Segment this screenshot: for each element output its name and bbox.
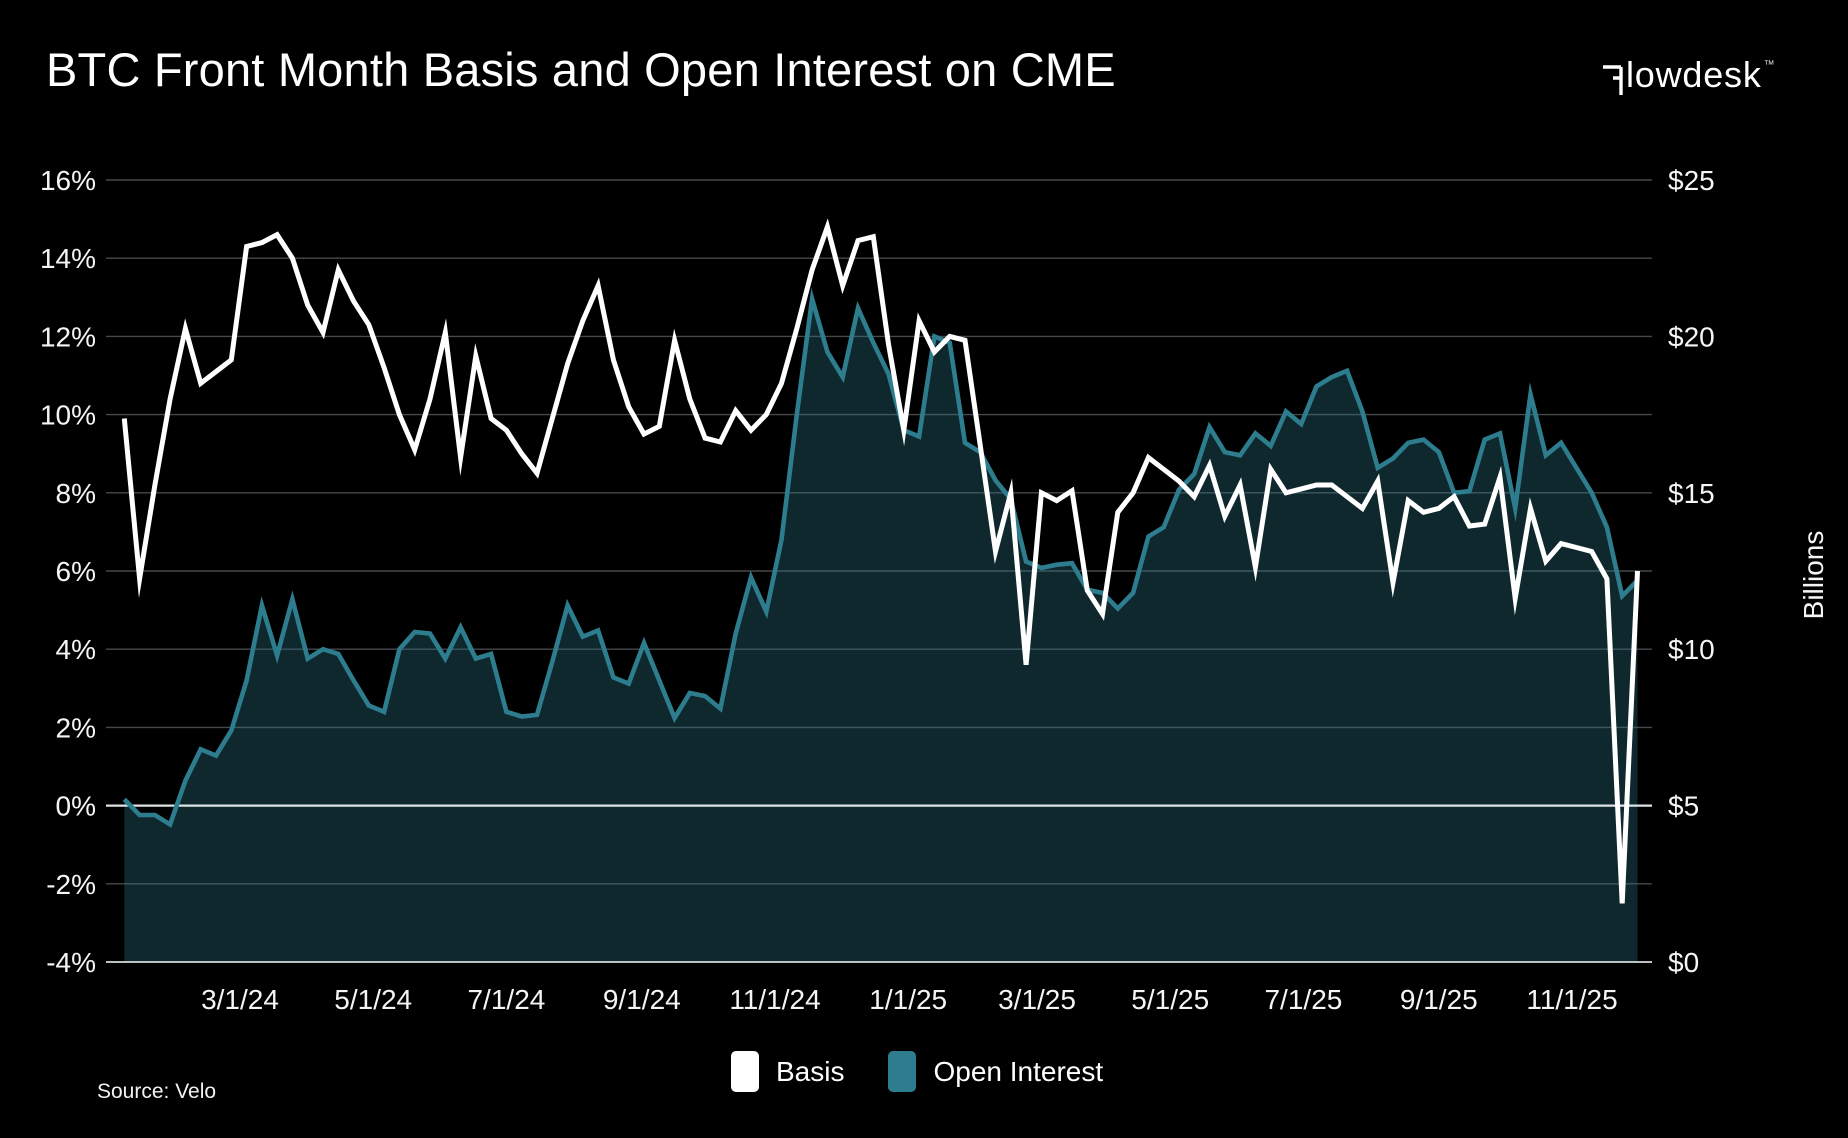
left-axis-tick-label: 4%: [56, 634, 96, 665]
left-axis-tick-label: 12%: [40, 321, 96, 352]
x-axis-tick-label: 1/1/25: [869, 984, 947, 1015]
flowdesk-f-icon: [1603, 65, 1623, 95]
x-axis-tick-label: 11/1/25: [1526, 984, 1617, 1015]
flowdesk-logo: lowdesk ™: [1602, 54, 1775, 96]
x-axis-tick-label: 7/1/25: [1264, 984, 1342, 1015]
right-axis-tick-label: $25: [1668, 165, 1715, 196]
basis-swatch: [731, 1051, 759, 1092]
right-axis-tick-label: $0: [1668, 947, 1699, 978]
left-axis-tick-label: 2%: [56, 712, 96, 743]
x-axis-tick-label: 5/1/25: [1131, 984, 1209, 1015]
logo-text: lowdesk: [1626, 54, 1762, 95]
left-axis-tick-label: 8%: [56, 478, 96, 509]
legend-label: Basis: [776, 1055, 845, 1087]
basis-line: [121, 218, 1640, 904]
x-axis-tick-label: 11/1/24: [729, 984, 820, 1015]
chart-legend: Basis Open Interest: [731, 1051, 1103, 1092]
left-axis-tick-label: 0%: [56, 791, 96, 822]
open-interest-area: [124, 298, 1638, 962]
right-axis-title: Billions: [1798, 531, 1829, 620]
left-axis-tick-label: -2%: [46, 869, 96, 900]
right-axis-tick-label: $15: [1668, 478, 1715, 509]
chart-title: BTC Front Month Basis and Open Interest …: [46, 43, 1116, 96]
legend-label: Open Interest: [933, 1055, 1104, 1087]
right-axis-tick-label: $20: [1668, 321, 1715, 352]
left-axis-tick-label: 14%: [40, 243, 96, 274]
x-axis-tick-label: 7/1/24: [467, 984, 545, 1015]
x-axis-tick-label: 5/1/24: [334, 984, 412, 1015]
x-axis-tick-label: 9/1/24: [603, 984, 681, 1015]
x-axis-tick-label: 3/1/24: [201, 984, 279, 1015]
legend-item-basis: Basis: [731, 1051, 844, 1092]
open-interest-line: [122, 287, 1640, 828]
left-axis-tick-label: 10%: [40, 400, 96, 431]
open-interest-swatch: [888, 1051, 917, 1092]
legend-item-open-interest: Open Interest: [888, 1051, 1103, 1092]
x-axis-tick-label: 9/1/25: [1400, 984, 1478, 1015]
left-axis-tick-label: -4%: [46, 947, 96, 978]
x-axis-tick-label: 3/1/25: [998, 984, 1076, 1015]
left-axis-tick-label: 16%: [40, 165, 96, 196]
right-axis-tick-label: $5: [1668, 791, 1699, 822]
right-axis-tick-label: $10: [1668, 634, 1715, 665]
source-credit: Source: Velo: [97, 1080, 217, 1103]
left-axis-tick-label: 6%: [56, 556, 96, 587]
trademark-mark: ™: [1763, 59, 1775, 71]
